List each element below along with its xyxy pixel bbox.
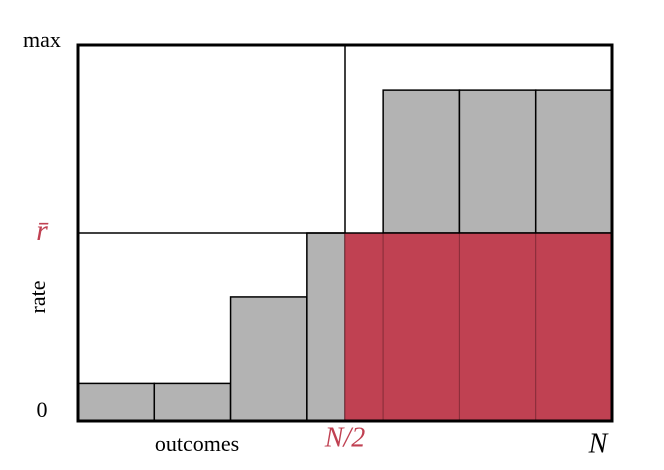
x-tick-label: N [588,428,609,459]
y-tick-label: max [23,27,61,52]
bar [77,382,156,422]
bar-highlight [382,232,460,422]
bar [153,382,232,422]
bar-highlight [344,232,384,422]
bar [229,296,308,422]
bar-highlight [535,232,613,422]
y-tick-label: r̄ [36,214,49,247]
y-axis-label: rate [25,281,50,314]
plot-frame [76,43,614,423]
bar [458,89,537,234]
bar-highlight [458,232,537,422]
y-tick-label: 0 [37,397,48,422]
x-axis-label: outcomes [155,431,239,456]
bar [534,89,613,234]
bar [306,232,346,422]
x-tick-label: N/2 [324,422,365,453]
bar [382,89,461,234]
